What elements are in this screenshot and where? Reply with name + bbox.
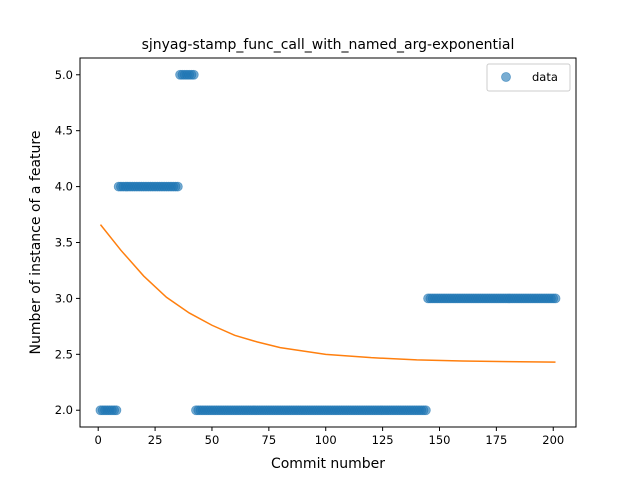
data-point [550, 293, 561, 304]
plot-area [95, 69, 561, 416]
x-tick-label: 25 [148, 433, 163, 447]
x-tick-label: 125 [372, 433, 394, 447]
x-tick-label: 75 [262, 433, 277, 447]
y-tick-label: 5.0 [55, 68, 73, 82]
y-tick-label: 3.5 [55, 236, 73, 250]
x-axis: 0 25 50 75 100 125 150 175 200 [95, 427, 564, 447]
y-axis: 2.0 2.5 3.0 3.5 4.0 4.5 5.0 [55, 68, 80, 417]
y-tick-label: 2.0 [55, 403, 73, 417]
x-axis-label: Commit number [271, 456, 385, 472]
legend: data [486, 63, 571, 92]
y-tick-label: 3.0 [55, 291, 73, 305]
x-tick-label: 0 [95, 433, 102, 447]
x-tick-label: 100 [315, 433, 337, 447]
legend-box [486, 63, 571, 92]
data-point [111, 405, 122, 416]
y-tick-label: 4.0 [55, 180, 73, 194]
x-tick-label: 150 [429, 433, 451, 447]
x-tick-label: 50 [205, 433, 220, 447]
y-axis-label: Number of instance of a feature [28, 131, 44, 355]
x-tick-label: 175 [485, 433, 507, 447]
axes-frame [79, 57, 577, 428]
chart-title: sjnyag-stamp_func_call_with_named_arg-ex… [142, 37, 515, 53]
y-tick-label: 4.5 [55, 124, 73, 138]
legend-label-data: data [532, 70, 558, 84]
data-point [420, 405, 431, 416]
data-point [172, 181, 183, 192]
fit-line [99, 224, 556, 363]
legend-marker-data [501, 72, 511, 82]
x-tick-label: 200 [542, 433, 564, 447]
data-point [188, 69, 199, 80]
y-tick-label: 2.5 [55, 347, 73, 361]
